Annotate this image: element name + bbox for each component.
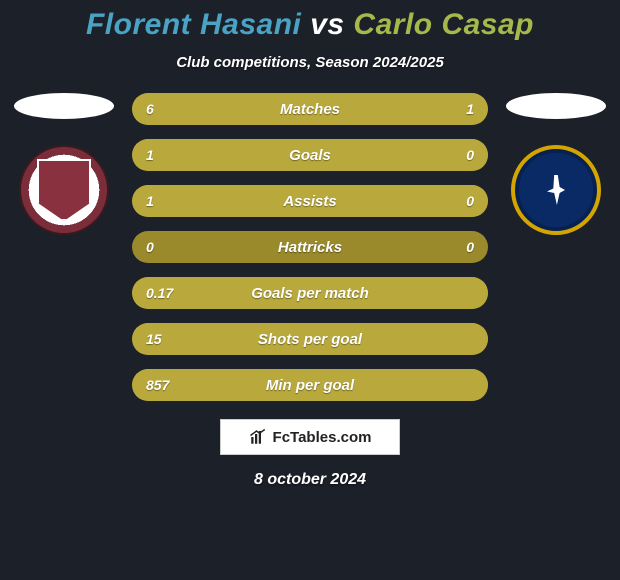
- stat-row: 10Goals: [132, 139, 488, 171]
- flag-right: [506, 93, 606, 119]
- footer-site: FcTables.com: [273, 429, 372, 446]
- stat-label: Goals per match: [132, 285, 488, 302]
- stat-label: Min per goal: [132, 377, 488, 394]
- main-content: 61Matches 10Goals 10Assists 00Hattricks 0.17…: [0, 93, 620, 401]
- chart-icon: [249, 428, 267, 446]
- right-side: [506, 93, 606, 235]
- stat-row: 15Shots per goal: [132, 323, 488, 355]
- vs-text: vs: [310, 8, 344, 41]
- stat-label: Matches: [132, 101, 488, 118]
- stat-label: Goals: [132, 147, 488, 164]
- player2-name: Carlo Casap: [353, 8, 534, 41]
- stat-row: 857Min per goal: [132, 369, 488, 401]
- page-title: Florent Hasani vs Carlo Casap: [0, 8, 620, 42]
- flag-left: [14, 93, 114, 119]
- stat-label: Assists: [132, 193, 488, 210]
- stat-row: 0.17Goals per match: [132, 277, 488, 309]
- comparison-card: Florent Hasani vs Carlo Casap Club compe…: [0, 0, 620, 580]
- footer-date: 8 october 2024: [0, 471, 620, 489]
- stat-label: Shots per goal: [132, 331, 488, 348]
- stat-row: 10Assists: [132, 185, 488, 217]
- subtitle: Club competitions, Season 2024/2025: [0, 54, 620, 71]
- player1-name: Florent Hasani: [86, 8, 301, 41]
- team-badge-left: [19, 145, 109, 235]
- stat-row: 61Matches: [132, 93, 488, 125]
- team-badge-right: [511, 145, 601, 235]
- footer-logo: FcTables.com: [220, 419, 400, 455]
- stat-label: Hattricks: [132, 239, 488, 256]
- left-side: [14, 93, 114, 235]
- stat-bars: 61Matches 10Goals 10Assists 00Hattricks 0.17…: [132, 93, 488, 401]
- stat-row: 00Hattricks: [132, 231, 488, 263]
